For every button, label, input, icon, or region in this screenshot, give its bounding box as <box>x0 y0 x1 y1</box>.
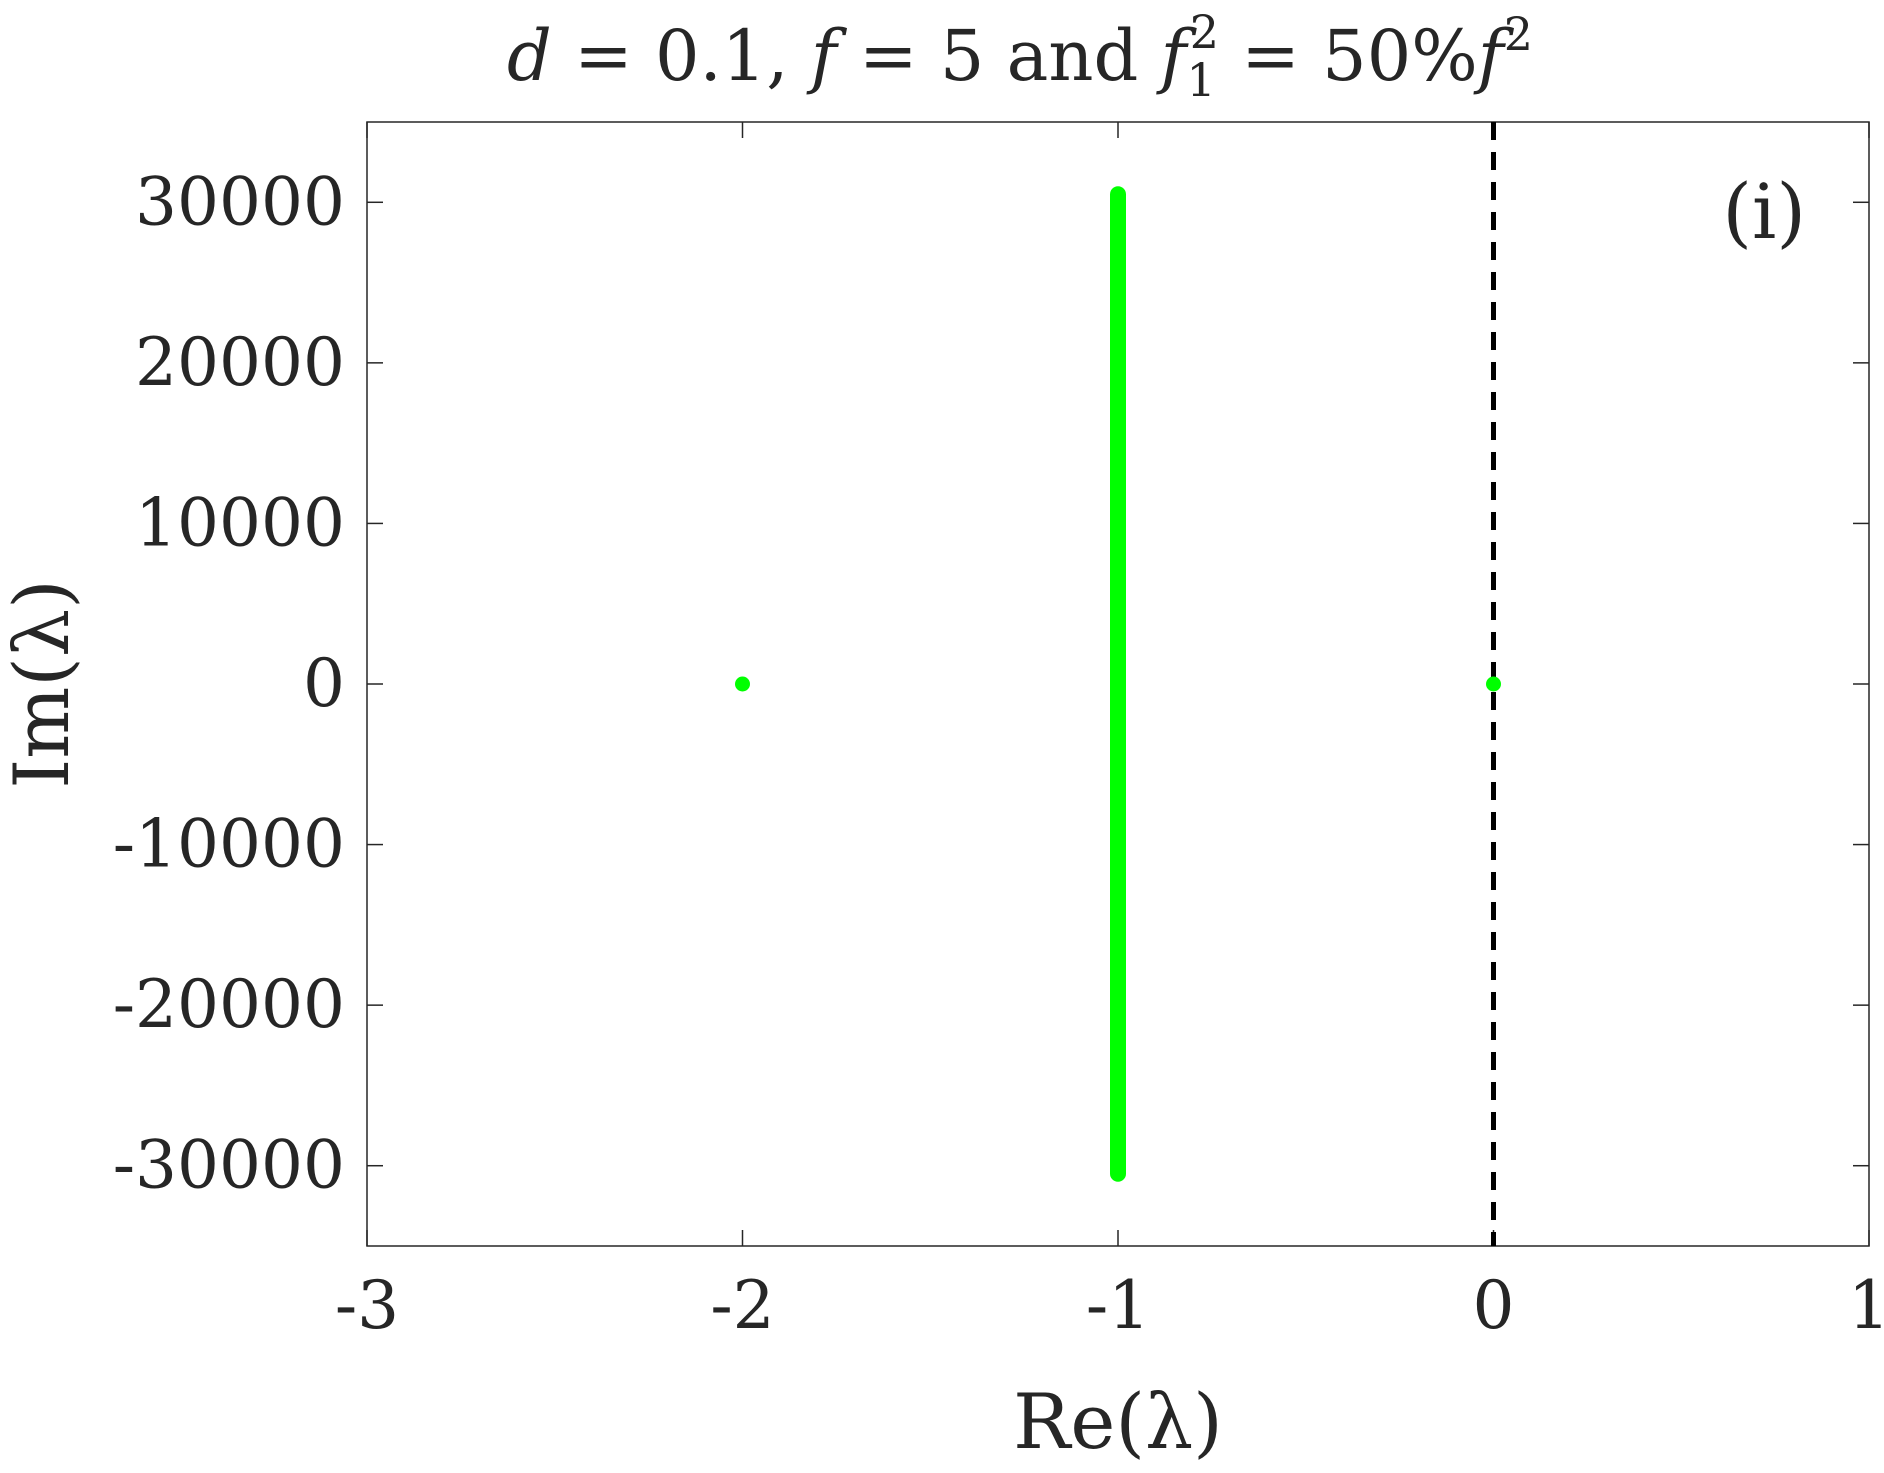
title-sub-1: 1 <box>1186 53 1215 107</box>
x-tick-labels: -3 -2 -1 0 1 <box>335 1267 1884 1344</box>
chart-title: d = 0.1, f = 5 and f12 = 50%f2 <box>507 5 1533 107</box>
x-tick-label: -3 <box>335 1267 399 1344</box>
title-val-f: = 5 and <box>837 15 1161 97</box>
y-tick-label: -20000 <box>113 966 345 1043</box>
y-tick-label: 30000 <box>135 163 345 240</box>
title-val-d: = 0.1, <box>552 15 811 97</box>
x-tick-label: 1 <box>1848 1267 1884 1344</box>
y-tick-labels: -30000 -20000 -10000 0 10000 20000 30000 <box>113 163 345 1203</box>
eigenvalue-point <box>735 676 750 692</box>
x-tick-label: -1 <box>1086 1267 1150 1344</box>
title-sup-2: 2 <box>1190 5 1219 59</box>
title-sup-2b: 2 <box>1504 7 1533 61</box>
y-tick-label: 20000 <box>135 324 345 401</box>
panel-annotation: (i) <box>1722 167 1806 256</box>
x-axis-label: Re(λ) <box>1013 1377 1223 1466</box>
data-layer <box>735 186 1501 1182</box>
x-tick-label: 0 <box>1473 1267 1515 1344</box>
eigenvalue-point <box>1486 676 1501 692</box>
title-var-d: d <box>507 15 552 97</box>
y-tick-label: 0 <box>303 645 345 722</box>
x-tick-label: -2 <box>710 1267 774 1344</box>
y-axis-label: Im(λ) <box>0 579 86 789</box>
title-eq: = 50% <box>1219 15 1478 97</box>
y-tick-label: -10000 <box>113 806 345 883</box>
y-tick-label: 10000 <box>135 484 345 561</box>
y-tick-label: -30000 <box>113 1127 345 1204</box>
